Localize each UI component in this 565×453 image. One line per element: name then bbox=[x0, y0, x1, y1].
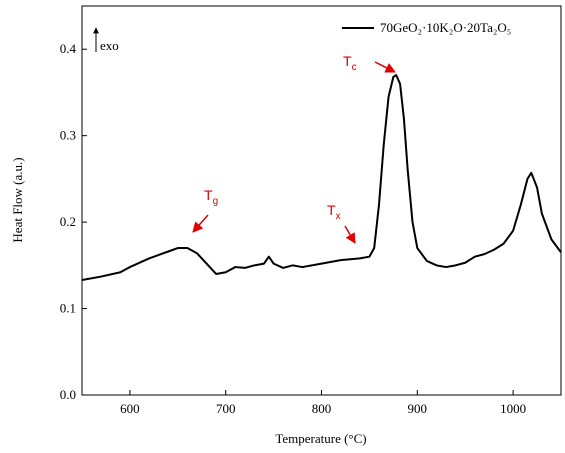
x-tick-label: 700 bbox=[216, 401, 236, 416]
legend-label: 70GeO₂·10K₂O·20Ta₂O₅ bbox=[380, 20, 511, 35]
annotation-sub: x bbox=[336, 211, 341, 222]
annotation-text: T bbox=[204, 187, 213, 203]
x-tick-label: 600 bbox=[120, 401, 140, 416]
y-tick-label: 0.2 bbox=[60, 214, 76, 229]
annotation-text: T bbox=[343, 53, 352, 69]
x-axis-label: Temperature (°C) bbox=[275, 431, 366, 446]
x-tick-label: 900 bbox=[408, 401, 428, 416]
y-tick-label: 0.0 bbox=[60, 387, 76, 402]
x-tick-label: 800 bbox=[312, 401, 332, 416]
y-tick-label: 0.4 bbox=[60, 41, 77, 56]
plot-frame bbox=[81, 5, 562, 396]
annotation: Tc bbox=[343, 53, 357, 73]
annotation: Tg bbox=[204, 187, 218, 207]
tx-arrow bbox=[344, 225, 356, 244]
annotation-sub: g bbox=[213, 196, 219, 207]
tc-arrow bbox=[374, 61, 396, 73]
y-tick-label: 0.3 bbox=[60, 128, 76, 143]
annotation: Tx bbox=[327, 202, 341, 222]
y-axis-label: Heat Flow (a.u.) bbox=[10, 157, 25, 242]
y-tick-label: 0.1 bbox=[60, 301, 76, 316]
data-line bbox=[81, 74, 562, 282]
tg-arrow bbox=[192, 214, 209, 233]
annotation-text: T bbox=[327, 202, 336, 218]
exo-label: exo bbox=[100, 38, 119, 53]
x-tick-label: 1000 bbox=[500, 401, 526, 416]
annotation-sub: c bbox=[352, 62, 357, 73]
